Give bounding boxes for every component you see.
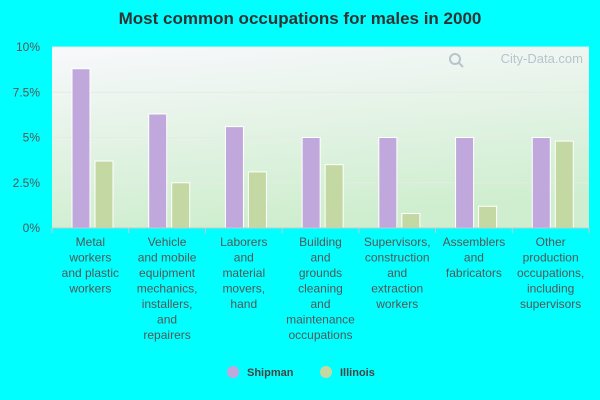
legend-label: Illinois [340,367,375,379]
bar-illinois-2 [247,171,267,229]
watermark-text: City-Data.com [501,51,583,66]
bar-illinois-6 [554,140,574,229]
y-axis: 0% 2.5% 5% 7.5% 10% [13,40,41,235]
bar-illinois-1 [171,182,191,229]
bar-illinois-4 [401,213,421,229]
x-tick-label: Building and grounds cleaning and maintenance… [286,235,355,342]
bar-illinois-0 [94,160,114,229]
x-tick-label: Vehicle and mobile equipment mechanics, inst… [137,235,198,342]
y-tick-label: 10% [16,40,40,54]
bar-illinois-5 [478,205,498,229]
watermark: City-Data.com [449,51,583,68]
bar-shipman-4 [378,137,398,229]
legend-swatch [320,366,332,378]
bar-shipman-2 [224,126,244,229]
legend-swatch [227,366,239,378]
bar-shipman-3 [301,137,321,229]
x-tick-label: Other production occupations, including supe… [517,235,584,311]
y-tick-label: 5% [23,131,41,145]
y-tick-label: 0% [23,221,41,235]
bar-shipman-1 [148,113,168,229]
x-axis: Metal workers and plastic workers Vehicle and… [51,227,590,342]
x-tick-label: Laborers and material movers, hand [220,235,267,311]
legend-item-illinois: Illinois [320,366,375,379]
bar-shipman-0 [71,68,91,229]
bar-shipman-6 [531,137,551,229]
bar-shipman-5 [455,137,475,229]
legend: Shipman Illinois [227,366,375,379]
bar-illinois-3 [324,164,344,229]
x-tick-label: Assemblers and fabricators [443,235,506,280]
x-tick-label: Metal workers and plastic workers [62,235,119,296]
legend-item-shipman: Shipman [227,366,294,379]
y-tick-label: 7.5% [13,85,41,99]
x-tick-label: Supervisors, construction and extraction wor… [364,235,431,311]
chart-title: Most common occupations for males in 200… [119,9,482,28]
magnifier-icon [449,53,464,68]
y-tick-label: 2.5% [13,176,41,190]
legend-label: Shipman [247,367,294,379]
